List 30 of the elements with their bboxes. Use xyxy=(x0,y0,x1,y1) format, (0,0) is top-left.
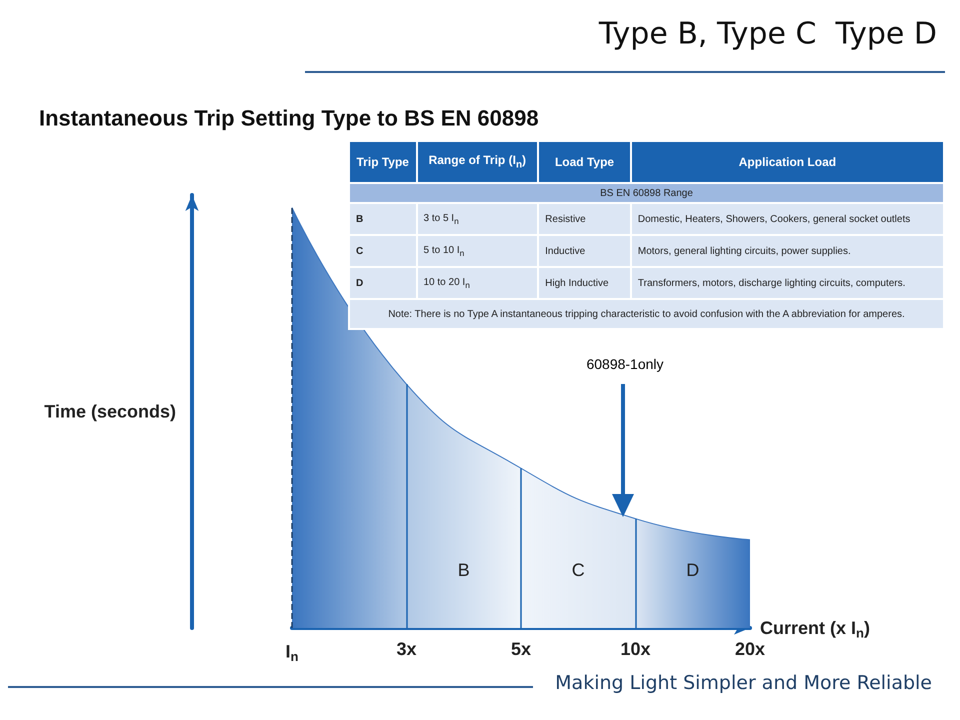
text: Application Load xyxy=(632,142,943,182)
text: Load Type xyxy=(539,142,630,182)
annotation: 5 to 10 I$_{n}$ xyxy=(418,236,538,266)
text: Range of Trip (I$_{n}$) xyxy=(418,142,538,182)
annotation: C xyxy=(350,236,416,266)
annotation: B xyxy=(350,204,416,234)
annotation: D xyxy=(350,268,416,298)
annotation: Inductive xyxy=(539,236,630,266)
y-axis-title: Time (seconds) xyxy=(44,402,176,422)
text: Making Light Simpler and More Reliable xyxy=(555,672,932,694)
chart-subtitle: Instantaneous Trip Setting Type to BS EN 60898 xyxy=(39,106,539,130)
text: Trip Type xyxy=(350,142,416,182)
annotation: Resistive xyxy=(539,204,630,234)
x-tick-label: 20x xyxy=(734,639,766,659)
annotation: High Inductive xyxy=(539,268,630,298)
annotation: 10 to 20 I$_{n}$ xyxy=(418,268,538,298)
annotation: D xyxy=(686,560,700,580)
x-tick-label: 10x xyxy=(620,639,651,659)
annotation: Motors, general lighting circuits, power supplies. xyxy=(632,236,943,266)
annotation: 60898-1only xyxy=(585,356,665,372)
annotation: B xyxy=(458,560,470,580)
annotation: C xyxy=(572,560,585,580)
chart-title: Type B, Type C Type D xyxy=(598,16,938,52)
x-tick-label: 5x xyxy=(510,639,532,659)
text: BS EN 60898 Range xyxy=(350,184,943,202)
annotation: Domestic, Heaters, Showers, Cookers, general socket outlets xyxy=(632,204,943,234)
x-tick-label: 3x xyxy=(396,639,417,659)
annotation: Note: There is no Type A instantaneous tripping characteristic to avoid confusion with the A abbreviation for amperes. xyxy=(350,300,943,328)
annotation: 3 to 5 I$_{n}$ xyxy=(418,204,538,234)
annotation: Transformers, motors, discharge lighting circuits, computers. xyxy=(632,268,943,298)
